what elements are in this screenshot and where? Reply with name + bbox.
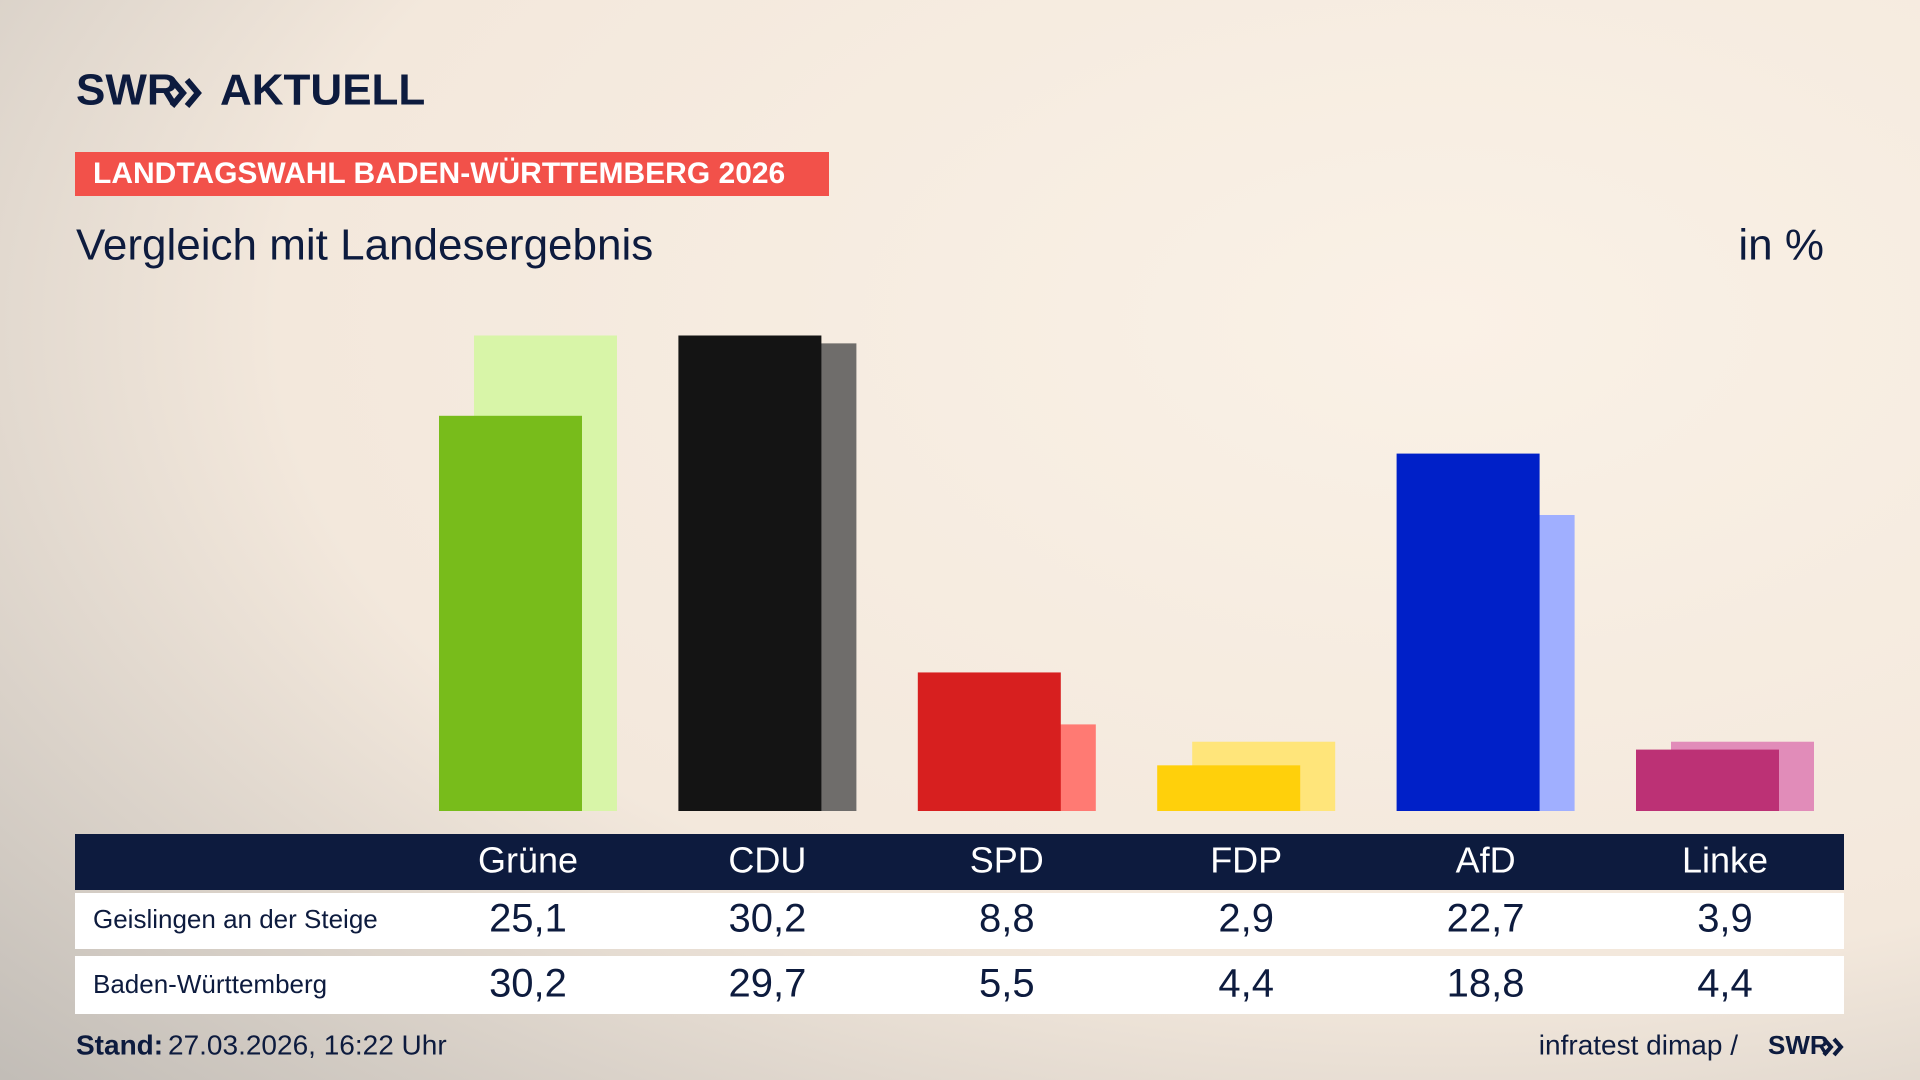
value-label: 2,9 [1218,897,1274,941]
logo: SWR [76,66,179,115]
value-label: 30,2 [489,962,567,1006]
kicker: LANDTAGSWAHL BADEN-WÜRTTEMBERG 2026 [93,157,785,190]
bar [678,335,822,811]
bar [1396,453,1540,811]
logo-chevrons [169,78,202,108]
source-logo-chevrons [1822,1037,1844,1057]
source-logo: SWR [1768,1030,1829,1060]
value-label: 25,1 [489,897,567,941]
category-label: AfD [1456,840,1516,881]
category-label: Grüne [478,840,578,881]
kicker-box [75,152,829,196]
bar [917,672,1061,811]
value-label: 4,4 [1218,962,1274,1006]
table-row [75,956,1844,1014]
category-label: Linke [1682,840,1768,881]
category-label: SPD [970,840,1044,881]
bars [439,335,1814,811]
value-label: 5,5 [979,962,1035,1006]
table-row [75,893,1844,949]
logo-section: AKTUELL [220,66,425,115]
value-label: 22,7 [1447,897,1525,941]
value-label: 29,7 [728,962,806,1006]
value-label: 30,2 [728,897,806,941]
stand-value: 27.03.2026, 16:22 Uhr [168,1029,447,1060]
row-label: Baden-Württemberg [93,969,327,999]
table: Grüne CDU SPD FDP AfD Linke Geislingen an der … [93,840,1768,1006]
source: infratest dimap / [1539,1029,1738,1060]
category-label: FDP [1210,840,1282,881]
value-label: 4,4 [1697,962,1753,1006]
value-label: 3,9 [1697,897,1753,941]
unit-label: in % [1738,221,1824,270]
chart-title: Vergleich mit Landesergebnis [76,221,653,270]
stand-label: Stand: [76,1029,163,1060]
value-label: 18,8 [1447,962,1525,1006]
bar [1636,749,1779,811]
category-label: CDU [728,840,806,881]
table-header [75,834,1844,890]
value-label: 8,8 [979,897,1035,941]
row-label: Geislingen an der Steige [93,904,378,934]
bar [1157,765,1301,811]
bar [439,415,582,811]
